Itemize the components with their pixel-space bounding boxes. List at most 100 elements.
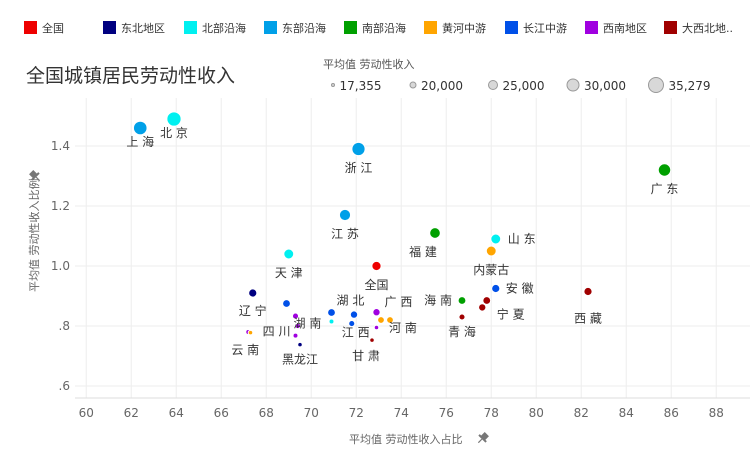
scatter-point[interactable] bbox=[657, 163, 672, 177]
size-legend-circle bbox=[409, 81, 417, 89]
legend-swatch bbox=[505, 21, 518, 34]
scatter-point[interactable] bbox=[291, 312, 300, 320]
size-legend-item: 25,000 bbox=[488, 79, 545, 93]
size-legend-item: 35,279 bbox=[648, 77, 711, 93]
point-label: 黑龙江 bbox=[282, 353, 318, 367]
point-label: 江 西 bbox=[342, 326, 370, 340]
legend-label: 大西北地.. bbox=[682, 21, 733, 35]
legend-item[interactable]: 东北地区 bbox=[103, 21, 165, 35]
y-axis-title: 平均值 劳动性收入比例 bbox=[27, 179, 41, 293]
legend-label: 东北地区 bbox=[121, 22, 165, 35]
legend-item[interactable]: 全国 bbox=[24, 21, 64, 35]
point-label: 天 津 bbox=[275, 266, 303, 280]
scatter-point[interactable] bbox=[328, 318, 335, 325]
legend-item[interactable]: 西南地区 bbox=[585, 21, 647, 35]
legend-label: 西南地区 bbox=[603, 22, 647, 35]
scatter-point[interactable] bbox=[282, 299, 291, 308]
pin-icon[interactable] bbox=[475, 431, 491, 447]
legend-swatch bbox=[103, 21, 116, 34]
point-label: 海 南 bbox=[424, 293, 452, 308]
scatter-point[interactable] bbox=[297, 341, 303, 348]
point-label: 广 西 bbox=[385, 295, 413, 309]
scatter-point[interactable] bbox=[373, 324, 380, 331]
x-tick-label: 70 bbox=[304, 406, 319, 420]
point-label: 辽 宁 bbox=[239, 303, 267, 318]
scatter-point[interactable] bbox=[371, 260, 382, 272]
legend-item[interactable]: 黄河中游 bbox=[424, 21, 486, 35]
legend-swatch bbox=[585, 21, 598, 34]
legend-swatch bbox=[424, 21, 437, 34]
legend-item[interactable]: 北部沿海 bbox=[184, 21, 246, 35]
legend-swatch bbox=[184, 21, 197, 34]
chart-title: 全国城镇居民劳动性收入 bbox=[26, 65, 235, 87]
point-label: 云 南 bbox=[231, 342, 259, 357]
point-label: 西 藏 bbox=[574, 312, 602, 326]
scatter-point[interactable] bbox=[283, 248, 295, 260]
scatter-point[interactable] bbox=[292, 332, 299, 339]
scatter-point[interactable] bbox=[458, 313, 466, 321]
legend-label: 黄河中游 bbox=[442, 21, 486, 35]
size-legend-circle bbox=[566, 78, 580, 92]
scatter-point[interactable] bbox=[132, 120, 148, 136]
legend-swatch bbox=[664, 21, 677, 34]
x-tick-label: 80 bbox=[529, 406, 544, 420]
point-label: 北 京 bbox=[160, 126, 188, 140]
y-tick-label: 1.0 bbox=[51, 259, 70, 273]
scatter-point[interactable] bbox=[482, 296, 492, 305]
color-legend: 全国 东北地区 北部沿海 东部沿海 南部沿海 黄河中游 长江中游 西南地区 大西北地.. bbox=[24, 21, 733, 35]
scatter-point[interactable] bbox=[372, 308, 381, 317]
legend-label: 长江中游 bbox=[523, 22, 567, 35]
scatter-point[interactable] bbox=[478, 303, 487, 312]
point-label: 甘 肃 bbox=[352, 349, 380, 363]
scatter-point[interactable] bbox=[429, 227, 441, 239]
grid bbox=[75, 98, 750, 399]
y-tick-label: .8 bbox=[59, 319, 70, 333]
x-tick-label: 74 bbox=[394, 406, 409, 420]
scatter-point[interactable] bbox=[166, 111, 182, 127]
legend-item[interactable]: 东部沿海 bbox=[264, 21, 326, 35]
scatter-point[interactable] bbox=[351, 141, 366, 157]
legend-item[interactable]: 南部沿海 bbox=[344, 21, 406, 35]
size-legend-label: 17,355 bbox=[340, 79, 382, 93]
scatter-point[interactable] bbox=[349, 310, 359, 319]
legend-swatch bbox=[24, 21, 37, 34]
scatter-point[interactable] bbox=[490, 233, 502, 245]
x-axis-title: 平均值 劳动性收入占比 bbox=[349, 432, 463, 446]
scatter-point[interactable] bbox=[485, 245, 497, 257]
x-tick-label: 84 bbox=[619, 406, 634, 420]
point-label: 湖 北 bbox=[337, 293, 365, 308]
legend-item[interactable]: 大西北地.. bbox=[664, 21, 733, 35]
scatter-point[interactable] bbox=[386, 316, 394, 324]
scatter-point[interactable] bbox=[327, 308, 336, 317]
scatter-point[interactable] bbox=[348, 320, 356, 328]
legend-item[interactable]: 长江中游 bbox=[505, 21, 567, 35]
points bbox=[132, 111, 672, 348]
legend-label: 南部沿海 bbox=[362, 21, 406, 35]
scatter-point[interactable] bbox=[338, 208, 352, 222]
x-tick-label: 66 bbox=[214, 406, 229, 420]
scatter-point[interactable] bbox=[457, 296, 467, 305]
size-legend-label: 30,000 bbox=[584, 79, 626, 93]
point-label: 湖 南 bbox=[294, 316, 322, 331]
y-axis-title-group: 平均值 劳动性收入比例 bbox=[27, 170, 41, 293]
scatter-point[interactable] bbox=[369, 337, 375, 343]
scatter-point[interactable] bbox=[294, 322, 301, 330]
x-tick-label: 68 bbox=[259, 406, 274, 420]
x-axis: 60 62 64 66 68 70 72 74 76 78 80 82 84 86 88 bbox=[79, 406, 724, 420]
scatter-point[interactable] bbox=[377, 316, 385, 324]
scatter-point[interactable] bbox=[247, 329, 254, 336]
point-label: 安 徽 bbox=[506, 281, 534, 296]
point-label: 江 苏 bbox=[331, 227, 359, 241]
size-legend-label: 25,000 bbox=[503, 79, 545, 93]
point-label: 全国 bbox=[364, 277, 388, 292]
size-legend-title: 平均值 劳动性收入 bbox=[323, 57, 415, 71]
scatter-point[interactable] bbox=[583, 286, 593, 297]
scatter-point[interactable] bbox=[248, 288, 258, 298]
x-tick-label: 78 bbox=[484, 406, 499, 420]
y-axis: .6 .8 1.0 1.2 1.4 bbox=[51, 139, 70, 393]
y-tick-label: 1.2 bbox=[51, 199, 70, 213]
scatter-point[interactable] bbox=[491, 283, 501, 294]
x-tick-label: 60 bbox=[79, 406, 94, 420]
